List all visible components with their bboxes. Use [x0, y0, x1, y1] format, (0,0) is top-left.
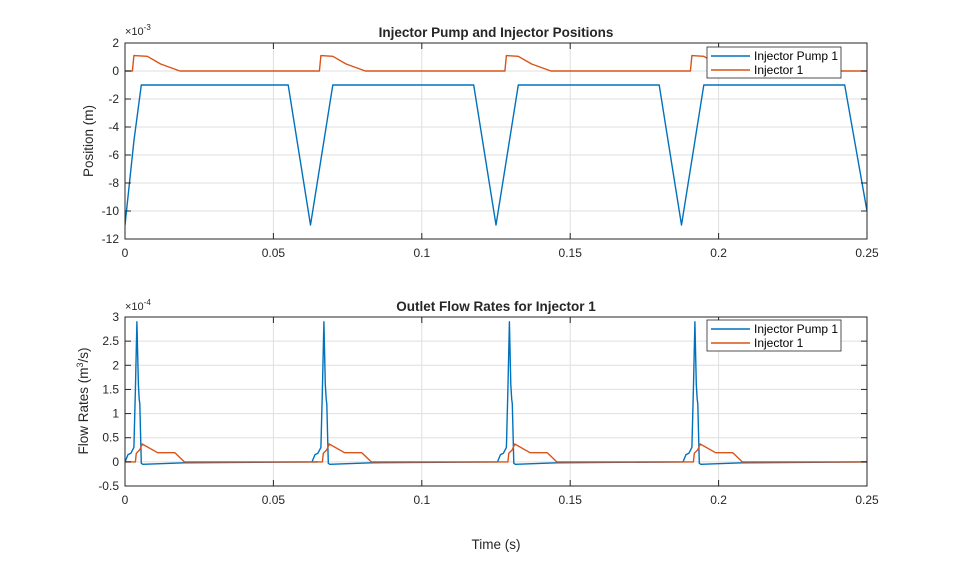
top-ylabel: Position (m) [81, 105, 96, 177]
x-tick-label: 0.1 [413, 246, 430, 260]
x-tick-label: 0.1 [413, 493, 430, 507]
top-exponent: ×10-3 [125, 23, 151, 38]
y-tick-label: -6 [108, 148, 119, 162]
y-tick-label: 0.5 [102, 431, 119, 445]
x-tick-label: 0 [122, 246, 129, 260]
x-tick-label: 0.2 [710, 493, 727, 507]
y-tick-label: 1 [112, 407, 119, 421]
bottom-xlabel: Time (s) [472, 537, 521, 552]
x-tick-label: 0.05 [262, 246, 286, 260]
series-injector-pump-1 [125, 84, 867, 226]
y-tick-label: -0.5 [98, 479, 119, 493]
bottom-legend-box [706, 319, 842, 352]
y-tick-label: -8 [108, 176, 119, 190]
top-legend-item-injector: Injector 1 [754, 63, 804, 77]
top-legend[interactable]: Injector Pump 1 Injector 1 [706, 46, 842, 79]
x-tick-label: 0.05 [262, 493, 286, 507]
x-tick-label: 0.15 [559, 246, 583, 260]
bottom-axes-box [124, 316, 868, 487]
y-tick-label: 0 [112, 455, 119, 469]
y-tick-label: 0 [112, 64, 119, 78]
y-tick-label: -10 [102, 204, 120, 218]
y-tick-label: 2 [112, 358, 119, 372]
x-tick-label: 0.25 [855, 493, 879, 507]
top-ticks: 0 0.05 0.1 0.15 0.2 0.25 2 0 -2 -4 -6 -8 -10 -12 [102, 36, 879, 260]
x-tick-label: 0.25 [855, 246, 879, 260]
top-axes: 0 0.05 0.1 0.15 0.2 0.25 2 0 -2 -4 -6 -8 -10 -12 Inje… [81, 23, 879, 260]
bottom-legend-item-pump: Injector Pump 1 [754, 322, 838, 336]
y-tick-label: 2 [112, 36, 119, 50]
x-tick-label: 0.2 [710, 246, 727, 260]
y-tick-label: 3 [112, 310, 119, 324]
top-axes-box [124, 42, 868, 240]
top-lines [125, 54, 867, 226]
x-tick-label: 0 [122, 493, 129, 507]
y-tick-label: -2 [108, 92, 119, 106]
top-grid [125, 43, 867, 239]
bottom-lines [125, 321, 867, 465]
y-tick-label: 2.5 [102, 334, 119, 348]
series-injector-1 [125, 54, 867, 72]
series-injector-1 [125, 443, 867, 463]
bottom-exponent: ×10-4 [125, 298, 151, 313]
bottom-title: Outlet Flow Rates for Injector 1 [396, 299, 596, 314]
y-tick-label: 1.5 [102, 382, 119, 396]
y-tick-label: -12 [102, 232, 120, 246]
y-tick-label: -4 [108, 120, 119, 134]
top-legend-item-pump: Injector Pump 1 [754, 49, 838, 63]
bottom-legend-item-injector: Injector 1 [754, 336, 804, 350]
bottom-legend[interactable]: Injector Pump 1 Injector 1 [706, 319, 842, 352]
top-title: Injector Pump and Injector Positions [379, 25, 614, 40]
bottom-ylabel: Flow Rates (m3/s) [75, 347, 91, 454]
top-legend-box [706, 46, 842, 79]
x-tick-label: 0.15 [559, 493, 583, 507]
